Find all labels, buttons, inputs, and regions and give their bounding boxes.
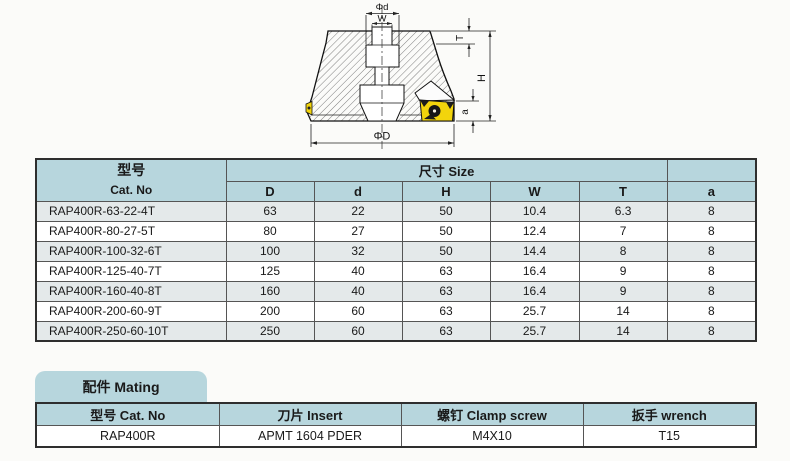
cell-W: 14.4: [489, 240, 580, 262]
cell-d: 60: [313, 320, 403, 342]
dim-label-a: a: [460, 109, 471, 115]
cell-D: 200: [225, 300, 315, 322]
cell-d: 60: [313, 300, 403, 322]
col-header-H: H: [401, 180, 491, 202]
cell-cat-no: RAP400R-80-27-5T: [35, 220, 227, 242]
dim-label-phi-D: ΦD: [374, 131, 391, 143]
cell-T: 14: [578, 320, 668, 342]
mating-cell-wrench: T15: [582, 424, 757, 448]
cell-D: 250: [225, 320, 315, 342]
cell-W: 25.7: [489, 320, 580, 342]
size-table-body: RAP400R-63-22-4T 63 22 50 10.4 6.3 8 RAP…: [35, 200, 757, 342]
table-row: RAP400R-250-60-10T 250 60 63 25.7 14 8: [35, 320, 757, 342]
cell-W: 12.4: [489, 220, 580, 242]
cell-D: 80: [225, 220, 315, 242]
cell-d: 40: [313, 260, 403, 282]
table-row: RAP400R-80-27-5T 80 27 50 12.4 7 8: [35, 220, 757, 242]
cell-a: 8: [666, 320, 757, 342]
model-header-cn: 型号: [117, 162, 146, 179]
col-header-a: a: [666, 180, 757, 202]
cell-W: 25.7: [489, 300, 580, 322]
cell-D: 125: [225, 260, 315, 282]
cell-H: 50: [401, 220, 491, 242]
size-table: 型号 Cat. No 尺寸 Size D d H W T a RAP400R-6…: [35, 158, 758, 342]
cell-d: 40: [313, 280, 403, 302]
cell-T: 8: [578, 240, 668, 262]
cell-cat-no: RAP400R-100-32-6T: [35, 240, 227, 262]
empty-header-cell: [666, 158, 757, 182]
cell-cat-no: RAP400R-63-22-4T: [35, 200, 227, 222]
table-row: RAP400R-160-40-8T 160 40 63 16.4 9 8: [35, 280, 757, 302]
cell-d: 27: [313, 220, 403, 242]
cell-W: 10.4: [489, 200, 580, 222]
cell-a: 8: [666, 260, 757, 282]
cell-a: 8: [666, 220, 757, 242]
cell-a: 8: [666, 200, 757, 222]
cell-H: 63: [401, 300, 491, 322]
cell-T: 14: [578, 300, 668, 322]
col-header-W: W: [489, 180, 580, 202]
cell-a: 8: [666, 280, 757, 302]
cell-cat-no: RAP400R-200-60-9T: [35, 300, 227, 322]
cell-cat-no: RAP400R-160-40-8T: [35, 280, 227, 302]
mating-header-insert: 刀片 Insert: [218, 402, 402, 426]
chip-pocket: [414, 80, 456, 102]
mating-header-clamp-screw: 螺钉 Clamp screw: [400, 402, 584, 426]
col-header-T: T: [578, 180, 668, 202]
dimension-lines: [310, 13, 496, 147]
col-header-D: D: [225, 180, 315, 202]
cell-T: 9: [578, 260, 668, 282]
left-insert-screw: [307, 106, 311, 110]
cell-d: 22: [313, 200, 403, 222]
mating-cell-cat-no: RAP400R: [35, 424, 220, 448]
cell-D: 63: [225, 200, 315, 222]
cell-W: 16.4: [489, 260, 580, 282]
mating-section-tab: 配件 Mating: [35, 371, 207, 402]
mating-table: 型号 Cat. No 刀片 Insert 螺钉 Clamp screw 扳手 w…: [35, 402, 757, 448]
dim-label-t: T: [455, 35, 466, 41]
cell-D: 160: [225, 280, 315, 302]
table-row: RAP400R-200-60-9T 200 60 63 25.7 14 8: [35, 300, 757, 322]
col-header-d: d: [313, 180, 403, 202]
cell-W: 16.4: [489, 280, 580, 302]
mating-header-row: 型号 Cat. No 刀片 Insert 螺钉 Clamp screw 扳手 w…: [35, 402, 757, 426]
model-header-en: Cat. No: [110, 183, 153, 198]
header-row-1: 型号 Cat. No 尺寸 Size: [35, 158, 757, 202]
cell-cat-no: RAP400R-125-40-7T: [35, 260, 227, 282]
model-header-cell: 型号 Cat. No: [35, 158, 227, 202]
dim-label-phi-d: Φd: [376, 2, 389, 13]
cutter-section-diagram: Φd W T H a ΦD: [305, 2, 496, 149]
cell-cat-no: RAP400R-250-60-10T: [35, 320, 227, 342]
dimension-arrowheads: [311, 11, 492, 145]
mating-data-row: RAP400R APMT 1604 PDER M4X10 T15: [35, 424, 757, 448]
table-row: RAP400R-100-32-6T 100 32 50 14.4 8 8: [35, 240, 757, 262]
table-row: RAP400R-63-22-4T 63 22 50 10.4 6.3 8: [35, 200, 757, 222]
cell-d: 32: [313, 240, 403, 262]
cell-D: 100: [225, 240, 315, 262]
insert-shading: [420, 100, 454, 120]
table-row: RAP400R-125-40-7T 125 40 63 16.4 9 8: [35, 260, 757, 282]
cell-H: 63: [401, 280, 491, 302]
cell-H: 63: [401, 320, 491, 342]
cell-H: 63: [401, 260, 491, 282]
mating-cell-clamp-screw: M4X10: [400, 424, 584, 448]
cell-a: 8: [666, 240, 757, 262]
cell-a: 8: [666, 300, 757, 322]
cell-T: 7: [578, 220, 668, 242]
cell-H: 50: [401, 240, 491, 262]
mating-header-cat-no: 型号 Cat. No: [35, 402, 220, 426]
header-row-2: D d H W T a: [36, 180, 757, 202]
cell-T: 6.3: [578, 200, 668, 222]
dim-label-h: H: [476, 74, 488, 82]
insert-screw-center: [432, 109, 437, 113]
mating-header-wrench: 扳手 wrench: [582, 402, 757, 426]
mating-cell-insert: APMT 1604 PDER: [218, 424, 402, 448]
dim-label-w: W: [378, 14, 387, 25]
size-header-cell: 尺寸 Size: [225, 158, 668, 182]
cell-T: 9: [578, 280, 668, 302]
cell-H: 50: [401, 200, 491, 222]
